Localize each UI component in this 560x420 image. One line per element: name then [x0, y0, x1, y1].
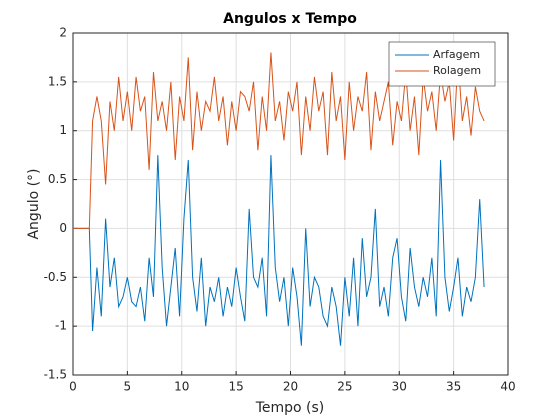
axes-box	[72, 32, 509, 376]
y-tick-label: 0	[59, 221, 67, 235]
y-tick-label: 1	[59, 123, 67, 137]
x-tick-label: 40	[500, 380, 515, 394]
y-tick-label: 1.5	[48, 74, 67, 88]
x-tick-label: 35	[446, 380, 461, 394]
legend-label: Rolagem	[433, 64, 481, 77]
y-tick-label: 0.5	[48, 172, 67, 186]
x-tick-label: 20	[283, 380, 298, 394]
legend-box	[388, 41, 496, 87]
x-axis-label: Tempo (s)	[255, 400, 325, 416]
series-line	[73, 155, 485, 346]
y-axis-label: Angulo (°)	[26, 168, 42, 239]
x-tick-label: 30	[392, 380, 407, 394]
x-tick-label: 15	[228, 380, 243, 394]
x-tick-label: 5	[124, 380, 132, 394]
y-tick-label: 2	[59, 26, 67, 40]
x-tick-label: 25	[337, 380, 352, 394]
legend-label: Arfagem	[433, 48, 480, 61]
y-tick-label: -1	[55, 319, 67, 333]
x-tick-label: 10	[174, 380, 189, 394]
x-tick-label: 0	[69, 380, 77, 394]
y-tick-label: -0.5	[44, 270, 67, 284]
chart-title: Angulos x Tempo	[223, 11, 357, 27]
y-tick-label: -1.5	[44, 368, 67, 382]
series-line	[73, 52, 485, 229]
